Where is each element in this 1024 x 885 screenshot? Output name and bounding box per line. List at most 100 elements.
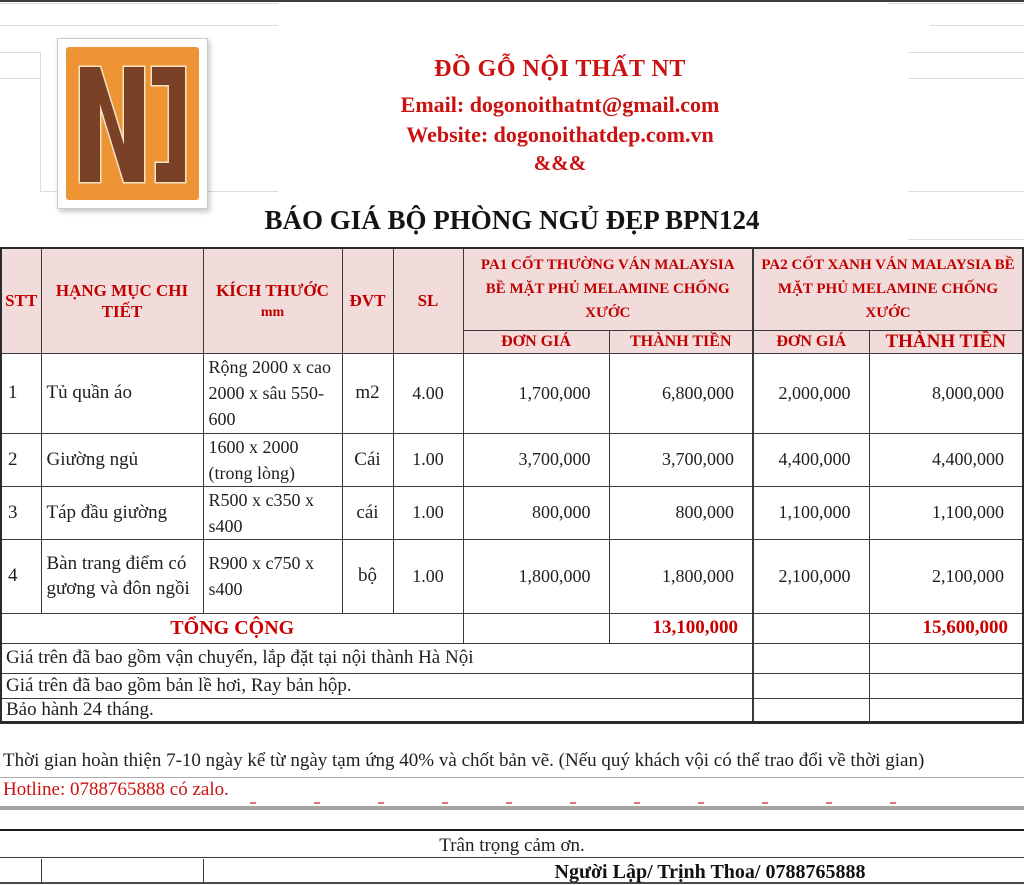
terms-text: Thời gian hoàn thiện 7-10 ngày kể từ ngà… — [0, 744, 1024, 778]
gridline — [203, 859, 204, 883]
cell-qty: 1.00 — [392, 432, 464, 487]
col-header-qty: SL — [392, 247, 464, 354]
cell-stt: 1 — [0, 352, 42, 434]
cell-pa1-amount: 3,700,000 — [608, 432, 754, 487]
cell-unit: m2 — [341, 352, 394, 434]
col-group-pa1: PA1 CỐT THƯỜNG VÁN MALAYSIA BỀ MẶT PHỦ M… — [462, 247, 754, 331]
cell-pa2-amount: 2,100,000 — [868, 538, 1024, 614]
cell-pa2-price: 1,100,000 — [752, 485, 870, 540]
company-website: Website: dogonoithatdep.com.vn — [406, 122, 714, 147]
cell-pa2-price: 4,400,000 — [752, 432, 870, 487]
cell-stt: 2 — [0, 432, 42, 487]
cell-pa1-amount: 6,800,000 — [608, 352, 754, 434]
col-header-size-unit: mm — [260, 304, 285, 320]
gridline — [0, 78, 40, 79]
signature-text: Người Lập/ Trịnh Thoa/ 0788765888 — [554, 861, 866, 883]
note-text: Bảo hành 24 tháng. — [0, 697, 754, 723]
gridline — [41, 859, 42, 883]
cell-unit: Cái — [341, 432, 394, 487]
total-empty-cell — [752, 612, 870, 644]
table-row: 3 Táp đầu giường R500 x c350 x s400 cái … — [0, 485, 1024, 540]
note-empty-cell — [868, 642, 1024, 674]
cell-unit: cái — [341, 485, 394, 540]
hotline-text: Hotline: 0788765888 có zalo. — [3, 779, 229, 800]
table-row: 2 Giường ngủ 1600 x 2000 (trong lòng) Cá… — [0, 432, 1024, 487]
total-row: TỔNG CỘNG 13,100,000 15,600,000 — [0, 612, 1024, 644]
cell-unit: bộ — [341, 538, 394, 614]
cell-stt: 4 — [0, 538, 42, 614]
col-group-pa2: PA2 CỐT XANH VÁN MALAYSIA BỀ MẶT PHỦ MEL… — [752, 247, 1024, 331]
cell-pa1-price: 3,700,000 — [462, 432, 610, 487]
cell-pa2-amount: 1,100,000 — [868, 485, 1024, 540]
page-title: BÁO GIÁ BỘ PHÒNG NGỦ ĐẸP BPN124 — [264, 205, 760, 235]
col-header-unit: ĐVT — [341, 247, 394, 354]
note-row: Bảo hành 24 tháng. — [0, 697, 1024, 723]
total-pa1-amount: 13,100,000 — [608, 612, 754, 644]
col-header-stt: STT — [0, 247, 42, 354]
cell-pa1-amount: 1,800,000 — [608, 538, 754, 614]
cell-qty: 4.00 — [392, 352, 464, 434]
signature-row: Người Lập/ Trịnh Thoa/ 0788765888 — [0, 859, 1024, 884]
cell-item: Giường ngủ — [40, 432, 204, 487]
thanks-text: Trân trọng cảm ơn. — [0, 829, 1024, 858]
divider-bar — [0, 806, 1024, 810]
cell-stt: 3 — [0, 485, 42, 540]
gridline — [40, 52, 41, 192]
note-text: Giá trên đã bao gồm bản lề hơi, Ray bản … — [0, 672, 754, 699]
cell-size: R500 x c350 x s400 — [202, 485, 343, 540]
table-row: 4 Bàn trang điểm có gương và đôn ngồi R9… — [0, 538, 1024, 614]
note-row: Giá trên đã bao gồm bản lề hơi, Ray bản … — [0, 672, 1024, 699]
gridline — [908, 191, 1024, 192]
total-label: TỔNG CỘNG — [0, 612, 464, 644]
cell-pa2-amount: 8,000,000 — [868, 352, 1024, 434]
col-header-size: KÍCH THƯỚC mm — [202, 247, 343, 354]
col-header-size-label: KÍCH THƯỚC — [216, 281, 329, 301]
cell-pa1-price: 1,800,000 — [462, 538, 610, 614]
total-empty-cell — [462, 612, 610, 644]
cell-pa1-amount: 800,000 — [608, 485, 754, 540]
note-empty-cell — [868, 672, 1024, 699]
total-pa2-amount: 15,600,000 — [868, 612, 1024, 644]
gridline — [908, 52, 1024, 53]
gridline — [888, 3, 1024, 4]
table-subheader-row: ĐƠN GIÁ THÀNH TIỀN ĐƠN GIÁ THÀNH TIỀN — [1, 329, 1024, 354]
letterhead: ĐỒ GỖ NỘI THẤT NT Email: dogonoithatnt@g… — [96, 56, 1024, 176]
note-empty-cell — [752, 672, 870, 699]
note-empty-cell — [752, 642, 870, 674]
gridline — [908, 78, 1024, 79]
col-header-pa2-amount: THÀNH TIỀN — [868, 329, 1024, 354]
cell-pa2-price: 2,000,000 — [752, 352, 870, 434]
col-header-item: HẠNG MỤC CHI TIẾT — [40, 247, 204, 354]
table-header-row: STT HẠNG MỤC CHI TIẾT KÍCH THƯỚC mm ĐVT … — [0, 247, 1024, 354]
quotation-table: STT HẠNG MỤC CHI TIẾT KÍCH THƯỚC mm ĐVT … — [0, 247, 1024, 724]
col-header-pa2-price: ĐƠN GIÁ — [752, 329, 870, 354]
cell-item: Táp đầu giường — [40, 485, 204, 540]
cell-size: R900 x c750 x s400 — [202, 538, 343, 614]
company-email: Email: dogonoithatnt@gmail.com — [400, 92, 720, 117]
note-row: Giá trên đã bao gồm vận chuyển, lắp đặt … — [0, 642, 1024, 674]
cell-pa1-price: 1,700,000 — [462, 352, 610, 434]
cell-size: 1600 x 2000 (trong lòng) — [202, 432, 343, 487]
cell-item: Bàn trang điểm có gương và đôn ngồi — [40, 538, 204, 614]
cell-size: Rộng 2000 x cao 2000 x sâu 550-600 — [202, 352, 343, 434]
company-name: ĐỒ GỖ NỘI THẤT NT — [434, 56, 686, 82]
cell-qty: 1.00 — [392, 485, 464, 540]
table-row: 1 Tủ quần áo Rộng 2000 x cao 2000 x sâu … — [0, 352, 1024, 434]
nt-monogram-icon — [66, 47, 199, 200]
letterhead-separator: &&& — [533, 151, 587, 175]
gridline — [930, 25, 1024, 26]
gridline — [0, 25, 278, 26]
col-header-pa1-price: ĐƠN GIÁ — [462, 329, 610, 354]
red-dash-artifacts — [250, 802, 915, 804]
note-empty-cell — [752, 697, 870, 723]
cell-item: Tủ quần áo — [40, 352, 204, 434]
cell-pa1-price: 800,000 — [462, 485, 610, 540]
note-text: Giá trên đã bao gồm vận chuyển, lắp đặt … — [0, 642, 754, 674]
company-logo — [57, 38, 208, 209]
cell-qty: 1.00 — [392, 538, 464, 614]
gridline — [0, 3, 278, 4]
cell-pa2-price: 2,100,000 — [752, 538, 870, 614]
col-header-pa1-amount: THÀNH TIỀN — [608, 329, 754, 354]
gridline — [908, 239, 1024, 240]
